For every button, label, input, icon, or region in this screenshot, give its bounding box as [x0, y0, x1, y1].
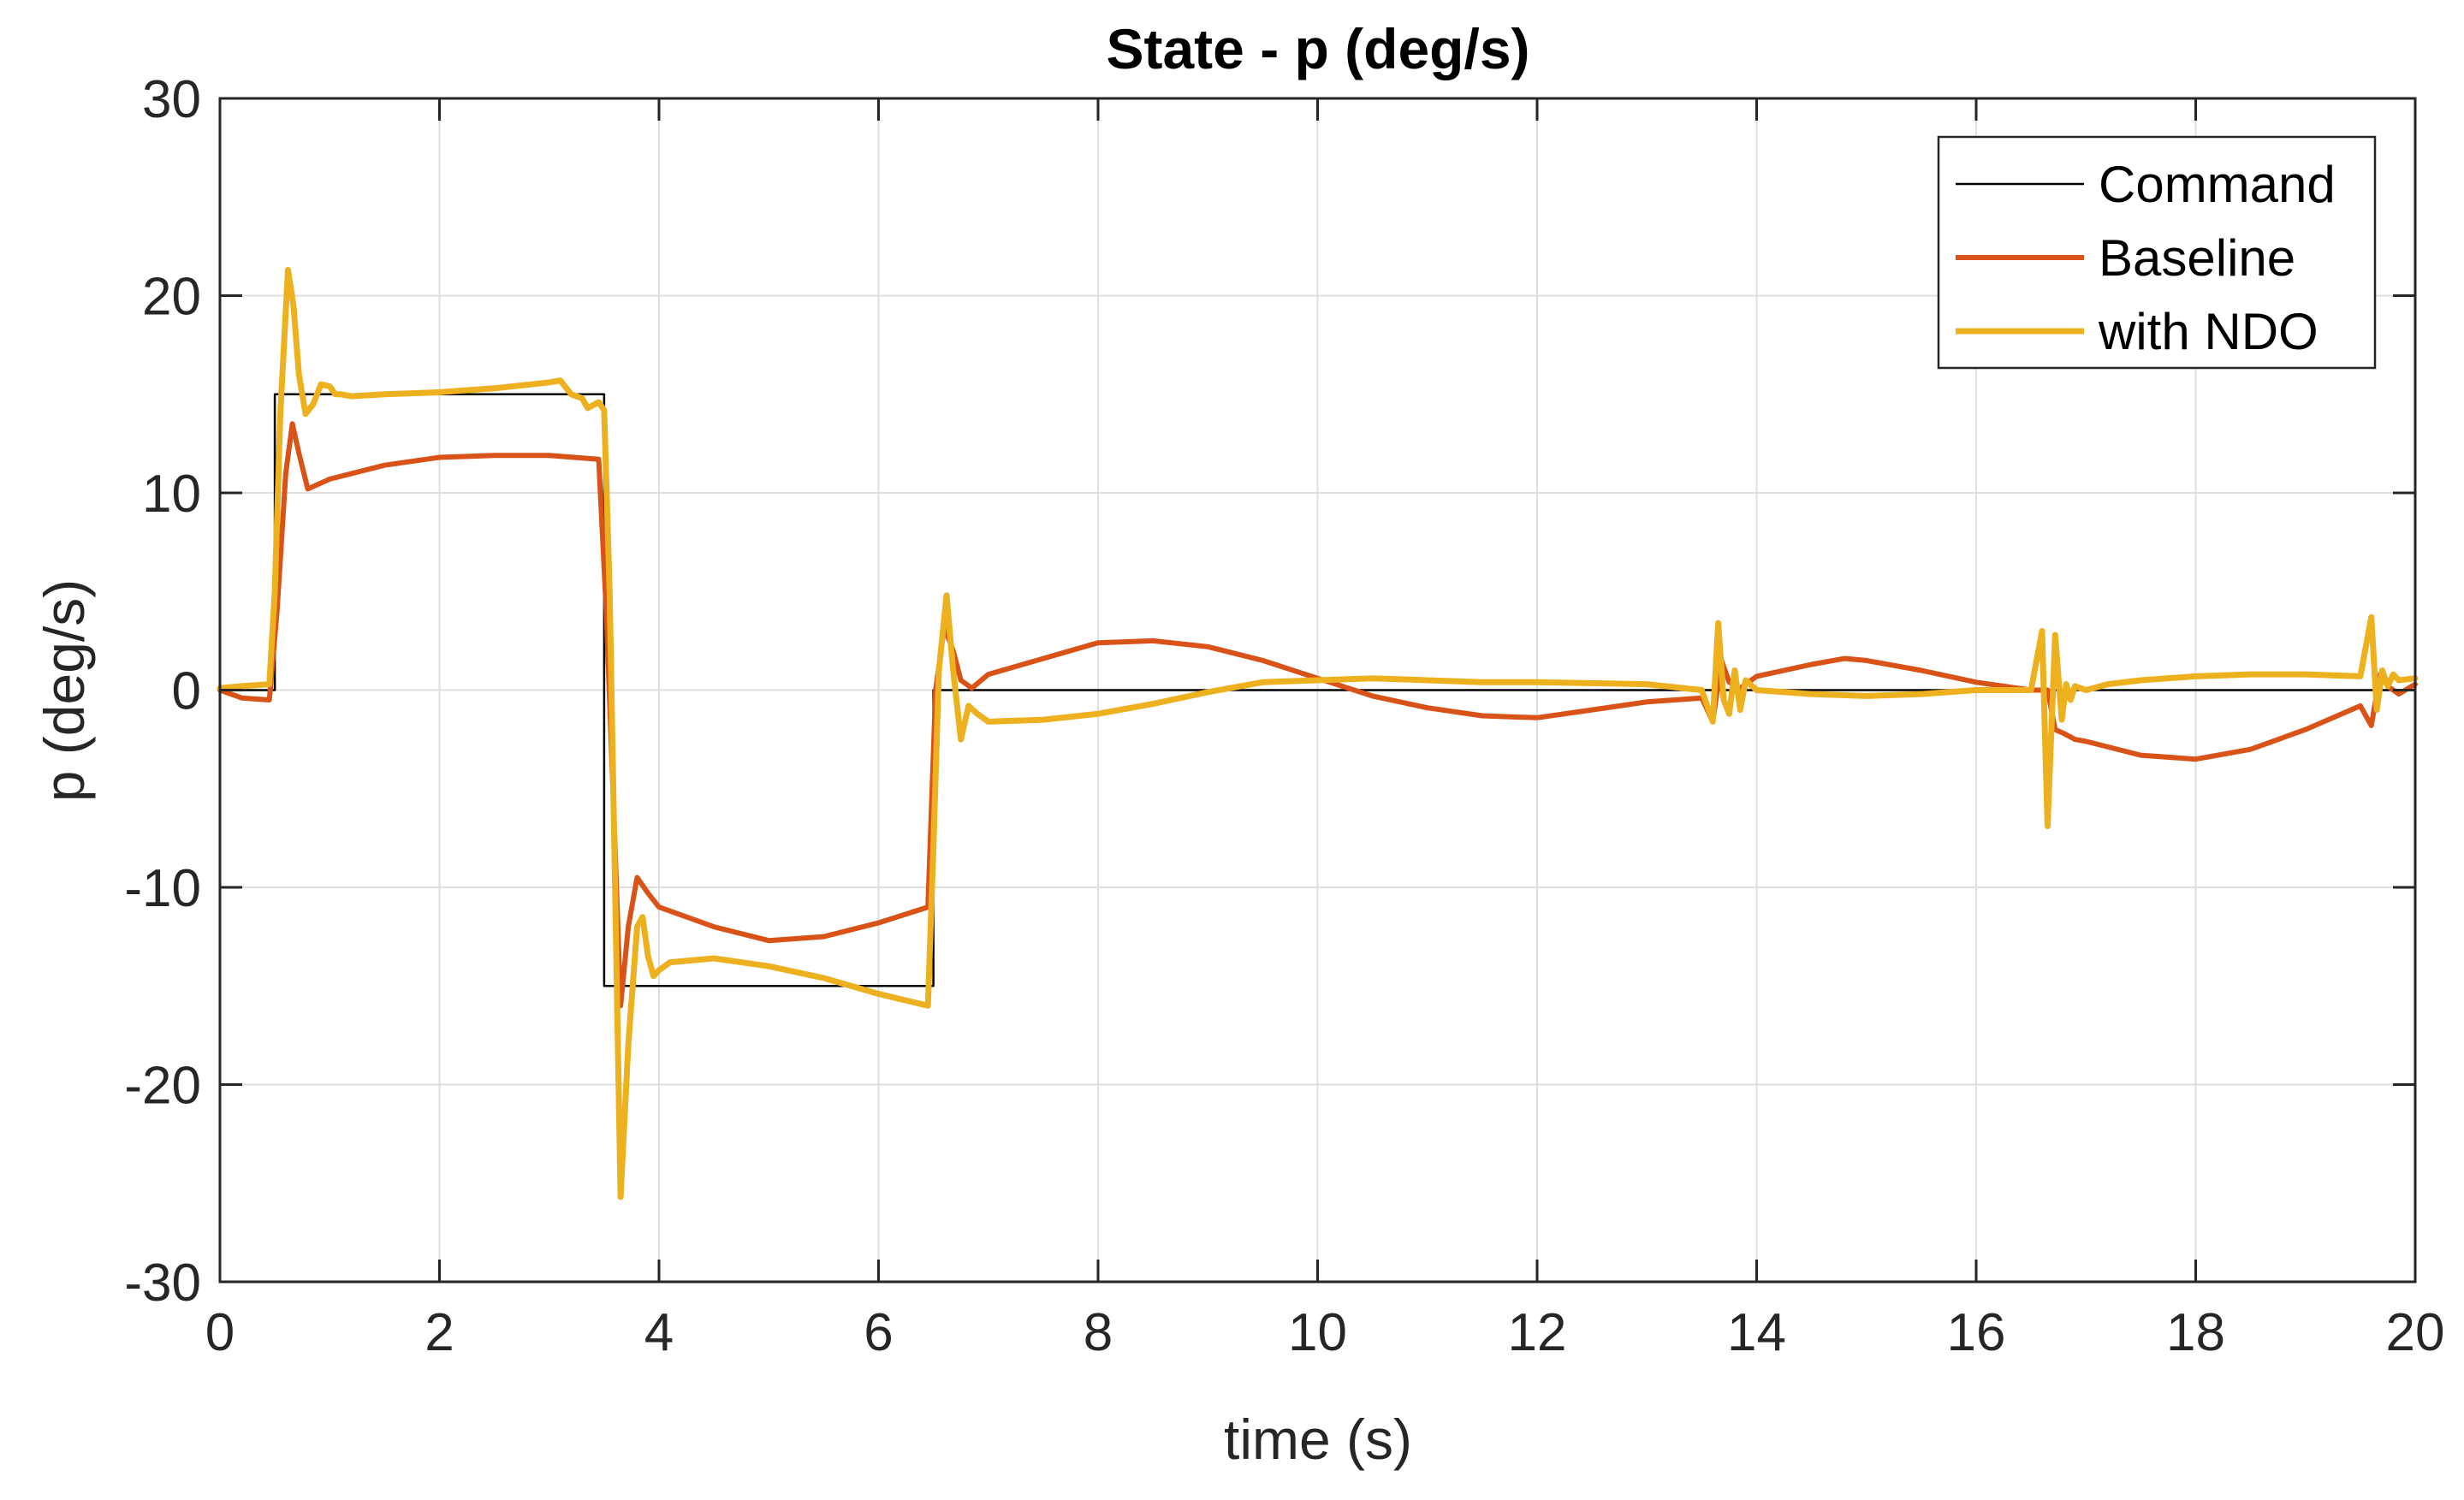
x-tick-label: 18: [2166, 1303, 2225, 1362]
y-tick-label: 10: [142, 465, 201, 524]
x-tick-label: 6: [864, 1303, 893, 1362]
y-tick-label: -10: [124, 859, 201, 918]
series-baseline-line: [217, 421, 2418, 1009]
y-tick-label: -20: [124, 1057, 201, 1116]
chart-title: State - p (deg/s): [1106, 17, 1529, 80]
x-tick-label: 10: [1288, 1303, 1347, 1362]
x-tick-label: 12: [1508, 1303, 1567, 1362]
x-tick-label: 16: [1947, 1303, 2006, 1362]
series-with-ndo-line: [217, 267, 2419, 1201]
y-tick-label: 0: [172, 662, 201, 721]
legend-item-command: Command: [2099, 156, 2336, 213]
x-axis-label: time (s): [1224, 1408, 1412, 1471]
x-tick-label: 14: [1727, 1303, 1786, 1362]
y-axis-label: p (deg/s): [33, 579, 96, 802]
y-tick-label: -30: [124, 1254, 201, 1313]
x-tick-label: 8: [1084, 1303, 1113, 1362]
legend-item-baseline: Baseline: [2099, 229, 2295, 287]
legend: Command Baseline with NDO: [1937, 135, 2377, 370]
x-tick-label: 20: [2386, 1303, 2445, 1362]
y-tick-label: 30: [142, 70, 201, 129]
tick-layer: 0 2 4 6 8 10 12 14 16 18 20 -30 -20 -10 0 10 20 30: [124, 70, 2444, 1362]
x-tick-label: 0: [205, 1303, 235, 1362]
y-tick-label: 20: [142, 268, 201, 327]
series-layer: [217, 267, 2419, 1201]
x-tick-label: 4: [644, 1303, 674, 1362]
x-tick-label: 2: [425, 1303, 454, 1362]
legend-item-with-ndo: with NDO: [2098, 303, 2319, 360]
